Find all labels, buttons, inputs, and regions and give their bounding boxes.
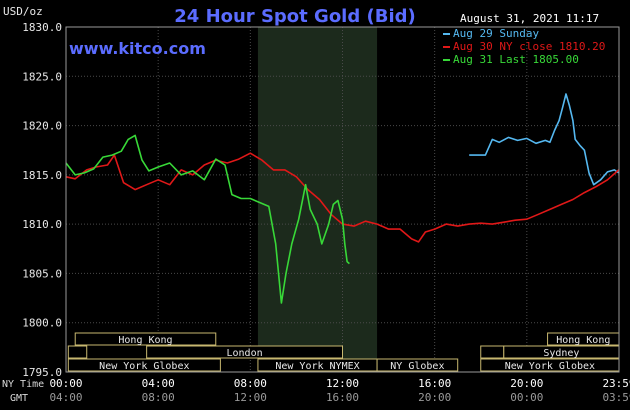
y-tick-label: 1800.0 bbox=[22, 317, 62, 330]
x-tick-label-ny: 00:00 bbox=[49, 377, 82, 390]
plot-frame bbox=[65, 26, 620, 373]
session-label: New York Globex bbox=[99, 361, 189, 372]
x-tick-labels: 00:0004:0004:0008:0008:0012:0012:0016:00… bbox=[49, 377, 630, 404]
x-tick-label-gmt: 03:59 bbox=[602, 391, 630, 404]
y-tick-label: 1830.0 bbox=[22, 21, 62, 34]
x-tick-label-gmt: 16:00 bbox=[326, 391, 359, 404]
x-tick-label-ny: 04:00 bbox=[142, 377, 175, 390]
x-tick-label-ny: 08:00 bbox=[234, 377, 267, 390]
x-tick-label-gmt: 00:00 bbox=[510, 391, 543, 404]
legend-entry: Aug 29 Sunday bbox=[453, 27, 539, 40]
x-tick-label-ny: 20:00 bbox=[510, 377, 543, 390]
x-tick-label-ny: 12:00 bbox=[326, 377, 359, 390]
session-box bbox=[67, 345, 88, 359]
x-axis-label-gmt: GMT bbox=[10, 393, 28, 404]
x-tick-label-gmt: 12:00 bbox=[234, 391, 267, 404]
chart-title: 24 Hour Spot Gold (Bid) bbox=[174, 6, 415, 27]
y-unit-label: USD/oz bbox=[3, 5, 43, 18]
series-line bbox=[65, 134, 350, 304]
series-line bbox=[469, 93, 620, 186]
session-label: Hong Kong bbox=[118, 335, 172, 346]
legend-entry: Aug 30 NY close 1810.20 bbox=[453, 40, 605, 53]
session-label: New York Globex bbox=[505, 361, 595, 372]
session-box bbox=[74, 332, 217, 346]
x-tick-label-gmt: 04:00 bbox=[49, 391, 82, 404]
y-tick-label: 1795.0 bbox=[22, 366, 62, 379]
y-tick-label: 1805.0 bbox=[22, 267, 62, 280]
market-sessions: Hong Kong Hong Kong London Sydney New York G… bbox=[67, 332, 620, 372]
legend-entry: Aug 31 Last 1805.00 bbox=[453, 53, 579, 66]
watermark-url: www.kitco.com bbox=[69, 39, 206, 58]
x-tick-label-gmt: 20:00 bbox=[418, 391, 451, 404]
x-tick-label-ny: 16:00 bbox=[418, 377, 451, 390]
session-label: New York NYMEX bbox=[275, 361, 359, 372]
session-box bbox=[480, 345, 505, 359]
chart-timestamp: August 31, 2021 11:17 bbox=[460, 12, 599, 25]
session-box bbox=[67, 358, 221, 372]
session-label: London bbox=[227, 348, 263, 359]
nymex-session-band bbox=[257, 27, 378, 372]
session-box bbox=[376, 358, 459, 372]
x-tick-label-ny: 23:59 bbox=[602, 377, 630, 390]
session-label: Hong Kong bbox=[556, 335, 610, 346]
price-series bbox=[65, 93, 620, 304]
session-label: NY Globex bbox=[390, 361, 444, 372]
y-tick-label: 1825.0 bbox=[22, 70, 62, 83]
y-tick-label: 1810.0 bbox=[22, 218, 62, 231]
y-tick-labels: 1830.0 1825.0 1820.0 1815.0 1810.0 1805.0 1800… bbox=[22, 21, 62, 379]
x-axis-label-ny-time: NY Time bbox=[2, 379, 44, 390]
session-label: Sydney bbox=[543, 348, 579, 359]
session-box bbox=[146, 345, 343, 359]
y-tick-label: 1820.0 bbox=[22, 120, 62, 133]
y-tick-label: 1815.0 bbox=[22, 169, 62, 182]
x-tick-label-gmt: 08:00 bbox=[142, 391, 175, 404]
